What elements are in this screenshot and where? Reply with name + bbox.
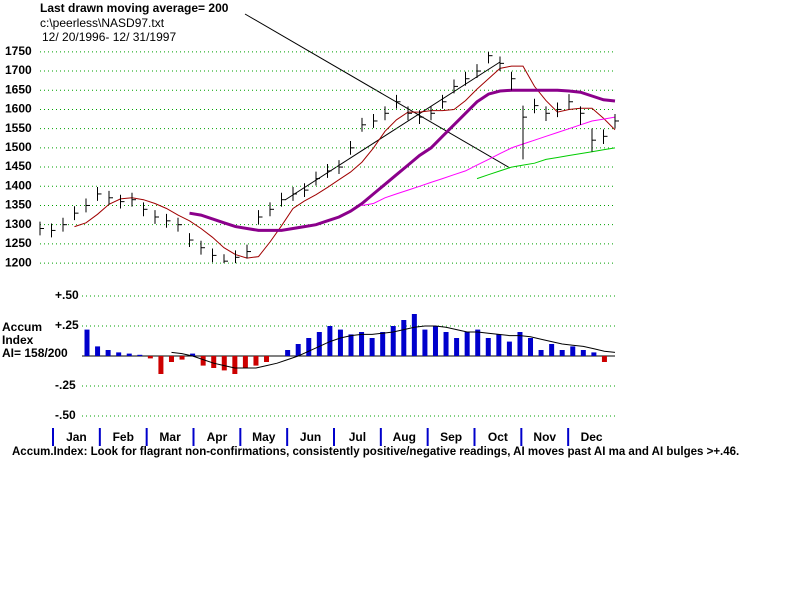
moving-average: [74, 65, 616, 259]
accum-subtitle: Index: [2, 333, 34, 347]
accum-bar: [221, 356, 227, 371]
accum-bar: [264, 356, 270, 362]
x-tick-label: Sep: [440, 430, 462, 444]
accum-bar: [253, 356, 259, 366]
accum-bar: [454, 338, 460, 356]
accum-bar: [464, 332, 470, 356]
accum-bar: [179, 356, 185, 360]
y-tick-label: +.50: [55, 288, 79, 302]
moving-average: [189, 88, 616, 232]
x-tick-label: Jun: [300, 430, 321, 444]
accum-bar: [506, 341, 512, 356]
x-tick-label: Oct: [488, 430, 508, 444]
y-tick-label: 1200: [5, 255, 32, 269]
accum-bar: [116, 352, 122, 356]
accum-bar: [200, 356, 206, 366]
footnote: Accum.Index: Look for flagrant non-confi…: [12, 446, 739, 458]
y-tick-label: 1550: [5, 121, 32, 135]
accum-bar: [549, 344, 555, 356]
accum-bar: [285, 350, 291, 356]
y-tick-label: +.25: [55, 318, 79, 332]
accum-bar: [306, 338, 312, 356]
y-tick-label: 1700: [5, 63, 32, 77]
accum-bar: [168, 356, 174, 362]
y-tick-label: -.25: [55, 378, 76, 392]
x-tick-label: Apr: [207, 430, 228, 444]
accum-bar: [559, 350, 565, 356]
accum-bar: [232, 356, 238, 374]
accum-bar: [591, 352, 597, 356]
y-tick-label: 1650: [5, 82, 32, 96]
accum-bar: [211, 356, 217, 368]
file-name: c:\peerless\NASD97.txt: [40, 16, 165, 30]
accum-bar: [422, 329, 428, 356]
accum-bar: [580, 350, 586, 356]
accum-bar: [475, 329, 481, 356]
accum-ma: [171, 325, 616, 369]
x-tick-label: Mar: [159, 430, 181, 444]
accum-bar: [432, 326, 438, 356]
accum-bar: [485, 338, 491, 356]
y-tick-label: 1350: [5, 198, 32, 212]
accum-bar: [411, 314, 417, 356]
x-tick-label: Feb: [113, 430, 134, 444]
y-tick-label: 1400: [5, 178, 32, 192]
accum-bar: [359, 332, 365, 356]
accum-bar: [316, 332, 322, 356]
y-tick-label: 1450: [5, 159, 32, 173]
x-tick-label: Nov: [533, 430, 556, 444]
accum-bar: [390, 326, 396, 356]
accum-bar: [147, 356, 153, 359]
x-tick-label: Jan: [66, 430, 87, 444]
x-tick-label: Dec: [581, 430, 603, 444]
accum-bar: [158, 356, 164, 374]
x-tick-label: Aug: [393, 430, 416, 444]
annotation-line: [244, 13, 511, 169]
accum-bar: [327, 326, 333, 356]
accum-bar: [538, 350, 544, 356]
y-tick-label: -.50: [55, 408, 76, 422]
y-tick-label: 1300: [5, 217, 32, 231]
accum-bar: [348, 334, 354, 356]
accum-bar: [126, 353, 132, 356]
accum-bar: [295, 344, 301, 356]
y-tick-label: 1750: [5, 44, 32, 58]
accum-bar: [380, 332, 386, 356]
accum-bar: [601, 356, 607, 362]
y-tick-label: 1500: [5, 140, 32, 154]
accum-title: Accum: [2, 320, 42, 334]
accum-bar: [369, 338, 375, 356]
accum-bar: [242, 356, 248, 368]
moving-average: [361, 116, 616, 206]
accum-bar: [95, 346, 101, 356]
accum-bar: [517, 332, 523, 356]
accum-bar: [443, 332, 449, 356]
y-tick-label: 1600: [5, 102, 32, 116]
accum-annotation: AI= 158/200: [2, 346, 68, 360]
accum-bar: [190, 353, 196, 356]
moving-average: [476, 147, 616, 180]
accum-bar: [528, 338, 534, 356]
accum-bar: [84, 329, 90, 356]
accum-bar: [137, 354, 143, 356]
accum-bar: [105, 350, 111, 356]
trend-line: [284, 61, 501, 201]
date-range: 12/ 20/1996- 12/ 31/1997: [42, 30, 176, 44]
accum-bar: [570, 346, 576, 356]
title: Last drawn moving average= 200: [40, 1, 229, 15]
accum-bar: [496, 334, 502, 356]
x-tick-label: May: [252, 430, 276, 444]
accum-bar: [337, 329, 343, 356]
x-tick-label: Jul: [349, 430, 366, 444]
y-tick-label: 1250: [5, 236, 32, 250]
accum-bar: [401, 320, 407, 356]
